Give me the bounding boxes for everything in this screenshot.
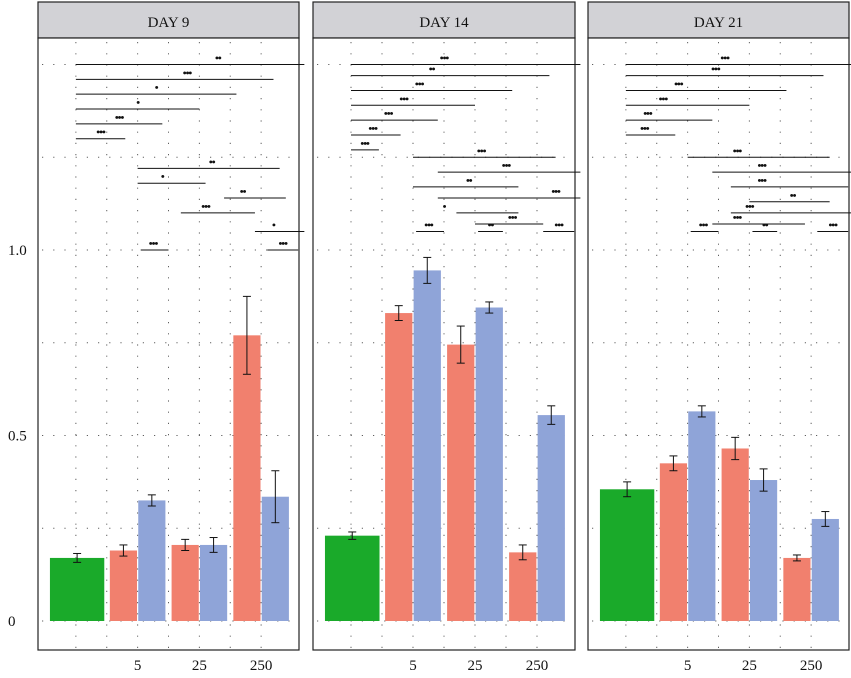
significance-stars: ••• bbox=[201, 201, 211, 213]
significance-stars: ••• bbox=[643, 108, 653, 120]
bar-blue bbox=[811, 518, 839, 621]
bar-salmon bbox=[783, 557, 811, 621]
significance-stars: ••• bbox=[640, 123, 650, 135]
significance-stars: ••• bbox=[554, 219, 564, 231]
significance-stars: • bbox=[155, 82, 159, 94]
significance-stars: ••• bbox=[757, 175, 767, 187]
significance-stars: ••• bbox=[360, 138, 370, 150]
significance-stars: ••• bbox=[745, 201, 755, 213]
significance-stars: ••• bbox=[699, 219, 709, 231]
grid-lines bbox=[42, 42, 295, 648]
bar-salmon bbox=[233, 335, 261, 621]
significance-stars: •• bbox=[209, 156, 216, 168]
panel-title: DAY 21 bbox=[694, 15, 743, 31]
significance-stars: ••• bbox=[96, 127, 106, 139]
panel-title: DAY 14 bbox=[419, 15, 469, 31]
significance-stars: ••• bbox=[424, 219, 434, 231]
panel-1: DAY 9••••••••••••••••••••••••• •••5 25 250 bbox=[37, 1, 305, 674]
panel-2: DAY 14••••••••••••••••••••••••••••••••••… bbox=[312, 1, 581, 674]
panel-header bbox=[312, 1, 576, 39]
significance-stars: ••• bbox=[149, 238, 159, 250]
significance-stars: • bbox=[272, 219, 276, 231]
significance-stars: ••• bbox=[674, 78, 684, 90]
significance-stars: ••• bbox=[757, 160, 767, 172]
significance-stars: •• bbox=[762, 219, 769, 231]
bar-blue bbox=[688, 411, 716, 621]
significance-stars: ••• bbox=[368, 123, 378, 135]
x-tick-label: 250 bbox=[800, 658, 823, 674]
significance-stars: •• bbox=[466, 175, 473, 187]
significance-stars: ••• bbox=[659, 93, 669, 105]
bar-salmon bbox=[721, 448, 749, 621]
x-tick-label: 5 bbox=[684, 658, 692, 674]
bar-salmon bbox=[447, 344, 475, 621]
panel-title: DAY 9 bbox=[148, 15, 190, 31]
significance-stars: ••• bbox=[115, 112, 125, 124]
x-tick-label: 25 bbox=[468, 658, 483, 674]
significance-stars: ••• bbox=[384, 108, 394, 120]
significance-stars: ••• bbox=[711, 64, 721, 76]
bar-blue bbox=[138, 500, 166, 621]
bar-blue bbox=[475, 307, 503, 621]
significance-stars: •• bbox=[240, 186, 247, 198]
bar-salmon bbox=[171, 544, 199, 621]
significance-stars: ••• bbox=[551, 186, 561, 198]
x-tick-label: 250 bbox=[526, 658, 549, 674]
significance-stars: • bbox=[443, 201, 447, 213]
significance-stars: ••• bbox=[477, 145, 487, 157]
x-tick-label: 250 bbox=[250, 658, 273, 674]
x-tick-label: 25 bbox=[192, 658, 207, 674]
bar-blue bbox=[199, 544, 228, 621]
grid-lines bbox=[317, 42, 571, 648]
significance-stars: •• bbox=[790, 190, 797, 202]
significance-stars: ••• bbox=[508, 212, 518, 224]
significance-stars: ••• bbox=[502, 160, 512, 172]
significance-stars: ••• bbox=[720, 53, 730, 65]
bar-salmon bbox=[109, 550, 138, 621]
significance-stars: • bbox=[136, 97, 140, 109]
significance-stars: ••• bbox=[399, 93, 409, 105]
bar-blue bbox=[537, 415, 565, 621]
bar-control bbox=[324, 535, 380, 621]
y-tick-label: 0.5 bbox=[8, 429, 27, 445]
bar-salmon bbox=[509, 552, 537, 621]
significance-stars: ••• bbox=[733, 212, 743, 224]
significance-stars: ••• bbox=[828, 219, 838, 231]
bar-salmon bbox=[385, 313, 413, 621]
y-tick-label: 0 bbox=[8, 614, 16, 630]
bar-blue bbox=[749, 480, 778, 621]
y-tick-label: 1.0 bbox=[8, 243, 27, 259]
bar-control bbox=[49, 557, 105, 621]
significance-stars: •• bbox=[488, 219, 495, 231]
bar-blue bbox=[413, 270, 441, 621]
panel-3: DAY 21••••••••••••••••••••••••••••••••••… bbox=[587, 1, 851, 674]
bar-salmon bbox=[659, 463, 688, 621]
significance-stars: ••• bbox=[733, 145, 743, 157]
significance-stars: •• bbox=[215, 53, 222, 65]
x-tick-label: 5 bbox=[409, 658, 417, 674]
significance-stars: ••• bbox=[440, 53, 450, 65]
x-tick-label: 5 bbox=[134, 658, 142, 674]
panel-header bbox=[37, 1, 300, 39]
significance-stars: ••• bbox=[415, 78, 425, 90]
significance-stars: • bbox=[161, 171, 165, 183]
significance-stars: ••• bbox=[183, 67, 193, 79]
significance-stars: •• bbox=[429, 64, 436, 76]
x-tick-label: 25 bbox=[742, 658, 757, 674]
significance-stars: ••• bbox=[278, 238, 288, 250]
panel-header bbox=[587, 1, 850, 39]
bar-control bbox=[599, 489, 655, 621]
